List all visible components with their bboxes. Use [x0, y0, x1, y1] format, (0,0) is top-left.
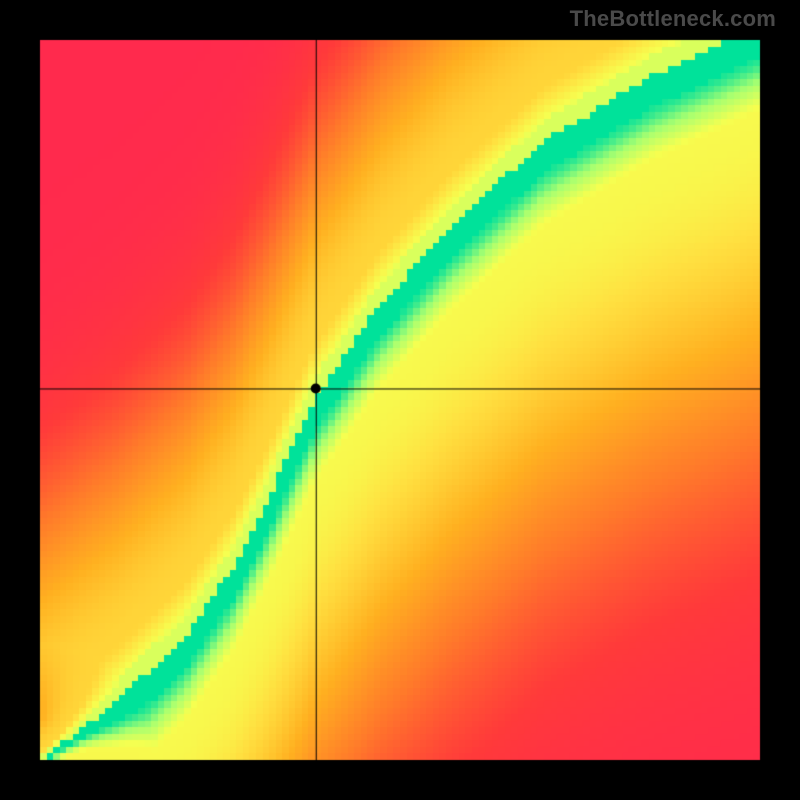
heatmap-canvas [0, 0, 800, 800]
watermark-text: TheBottleneck.com [570, 6, 776, 32]
figure-container: TheBottleneck.com [0, 0, 800, 800]
